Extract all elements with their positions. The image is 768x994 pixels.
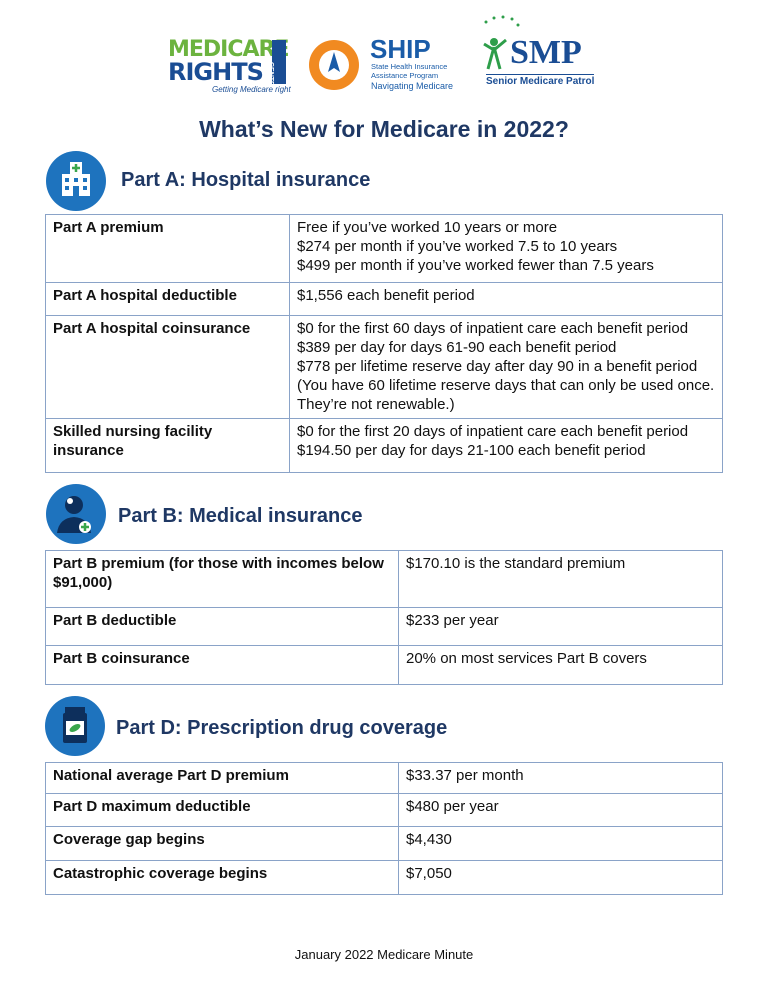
row-label: Catastrophic coverage begins <box>45 860 399 895</box>
row-value: Free if you’ve worked 10 years or more $2… <box>289 214 723 283</box>
value-line: Free if you’ve worked 10 years or more <box>297 219 558 236</box>
value-line: 20% on most services Part B covers <box>406 650 647 667</box>
logo-text: SHIP <box>370 34 431 64</box>
logo-text: MEDICARE <box>168 37 290 62</box>
row-value: $0 for the first 60 days of inpatient ca… <box>289 315 723 419</box>
doctor-icon <box>46 484 106 544</box>
row-label: Coverage gap begins <box>45 826 399 861</box>
table-row: National average Part D premium $33.37 pe… <box>45 762 723 794</box>
value-line: $4,430 <box>406 831 452 848</box>
logo-text: Assistance Program <box>371 71 439 80</box>
value-line: (You have 60 lifetime reserve days that … <box>297 377 715 413</box>
logo-text: RIGHTS <box>168 58 264 86</box>
row-value: $170.10 is the standard premium <box>398 550 723 608</box>
row-label: Part D maximum deductible <box>45 793 399 827</box>
table-row: Part B deductible $233 per year <box>45 607 723 646</box>
logo-tagline: Navigating Medicare <box>371 81 454 91</box>
footer: January 2022 Medicare Minute <box>294 947 474 962</box>
table-row: Part B coinsurance 20% on most services P… <box>45 645 723 685</box>
row-label: Part A hospital deductible <box>45 282 290 316</box>
info-table: Part B premium (for those with incomes b… <box>45 550 723 685</box>
page-title: What’s New for Medicare in 2022? <box>199 116 569 142</box>
logo-tagline: Getting Medicare right <box>212 85 291 94</box>
row-value: 20% on most services Part B covers <box>398 645 723 685</box>
info-table: National average Part D premium $33.37 pe… <box>45 762 723 895</box>
logo-rule <box>486 74 594 75</box>
row-label: Skilled nursing facility insurance <box>45 418 290 473</box>
pill-bottle-icon <box>45 696 105 756</box>
logo-text: CENTER <box>267 62 274 91</box>
row-value: $233 per year <box>398 607 723 646</box>
value-line: $389 per day for days 61-90 each benefit… <box>297 339 617 356</box>
smp-icon <box>483 15 520 70</box>
ship-icon <box>309 40 359 90</box>
row-value: $1,556 each benefit period <box>289 282 723 316</box>
table-row: Coverage gap begins $4,430 <box>45 826 723 861</box>
logo-text: State Health Insurance <box>371 62 448 71</box>
value-line: $7,050 <box>406 865 452 882</box>
info-table: Part A premium Free if you’ve worked 10 y… <box>45 214 723 473</box>
logo-text: SMP <box>510 34 582 71</box>
logo-tagline: Senior Medicare Patrol <box>486 76 595 87</box>
table-row: Part A hospital coinsurance $0 for the fi… <box>45 315 723 419</box>
row-label: Part A premium <box>45 214 290 283</box>
value-line: $33.37 per month <box>406 767 524 784</box>
section-heading: Part D: Prescription drug coverage <box>116 717 448 739</box>
value-line: $194.50 per day for days 21-100 each ben… <box>297 442 646 459</box>
hospital-icon <box>46 151 106 211</box>
section-heading: Part B: Medical insurance <box>118 505 363 527</box>
row-label: Part A hospital coinsurance <box>45 315 290 419</box>
row-value: $33.37 per month <box>398 762 723 794</box>
logo-bar <box>272 40 286 84</box>
value-line: $0 for the first 60 days of inpatient ca… <box>297 320 689 337</box>
value-line: $0 for the first 20 days of inpatient ca… <box>297 423 689 440</box>
row-value: $480 per year <box>398 793 723 827</box>
table-row: Part A premium Free if you’ve worked 10 y… <box>45 214 723 283</box>
value-line: $170.10 is the standard premium <box>406 555 626 572</box>
table-row: Skilled nursing facility insurance $0 for… <box>45 418 723 473</box>
row-label: Part B deductible <box>45 607 399 646</box>
value-line: $480 per year <box>406 798 499 815</box>
table-row: Catastrophic coverage begins $7,050 <box>45 860 723 895</box>
table-row: Part A hospital deductible $1,556 each be… <box>45 282 723 316</box>
table-row: Part D maximum deductible $480 per year <box>45 793 723 827</box>
value-line: $778 per lifetime reserve day after day … <box>297 358 698 375</box>
value-line: $233 per year <box>406 612 499 629</box>
value-line: $499 per month if you’ve worked fewer th… <box>297 257 654 274</box>
row-value: $4,430 <box>398 826 723 861</box>
row-label: Part B premium (for those with incomes b… <box>45 550 399 608</box>
table-row: Part B premium (for those with incomes b… <box>45 550 723 608</box>
row-value: $7,050 <box>398 860 723 895</box>
section-heading: Part A: Hospital insurance <box>121 169 371 191</box>
value-line: $274 per month if you’ve worked 7.5 to 1… <box>297 238 618 255</box>
row-value: $0 for the first 20 days of inpatient ca… <box>289 418 723 473</box>
value-line: $1,556 each benefit period <box>297 287 475 304</box>
row-label: Part B coinsurance <box>45 645 399 685</box>
row-label: National average Part D premium <box>45 762 399 794</box>
